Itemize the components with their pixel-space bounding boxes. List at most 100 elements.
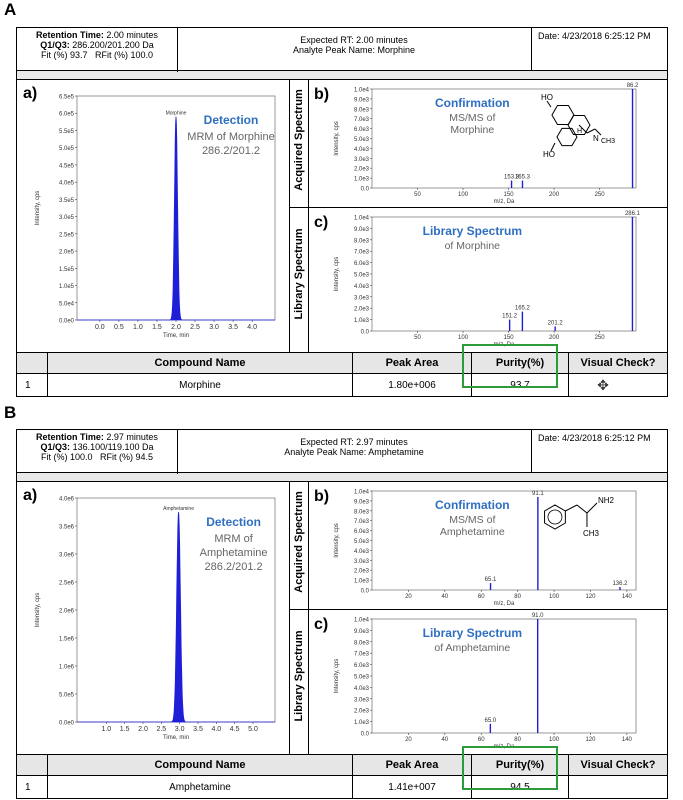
y-tick-label: 3.5e6 <box>59 525 75 531</box>
peak-label: 151.2 <box>502 314 518 320</box>
row-index: 1 <box>17 373 48 396</box>
report-header: Retention Time: 2.00 minutes Q1/Q3: 286.… <box>17 28 667 72</box>
expected-rt: Expected RT: 2.00 minutes <box>300 35 408 45</box>
table-header-cell: Peak Area <box>352 353 472 374</box>
y-tick-label: 1.0e4 <box>354 216 370 222</box>
divider <box>289 482 290 754</box>
purity-highlight-box <box>462 746 558 790</box>
date-box: Date: 4/23/2018 6:25:12 PM <box>531 430 667 472</box>
plot-frame <box>371 216 637 332</box>
spectrum-subtitle: Amphetamine <box>440 526 505 538</box>
visual-check-cell[interactable]: ✥ <box>568 373 667 396</box>
peak-label: 153.3 <box>504 175 520 181</box>
acquired-spectrum-label: Acquired Spectrum <box>293 491 305 593</box>
spectrum-title: Library Spectrum <box>423 224 522 238</box>
detection-subtitle: MRM of <box>214 533 253 545</box>
x-tick-label: 0.0 <box>95 324 105 331</box>
x-tick-label: 60 <box>478 594 485 600</box>
x-tick-label: 2.5 <box>156 726 166 733</box>
analyte-name: Analyte Peak Name: Amphetamine <box>284 447 424 457</box>
x-tick-label: 100 <box>549 594 560 600</box>
acquired-spectrum-label: Acquired Spectrum <box>293 89 305 191</box>
x-axis-label: Time, min <box>163 735 189 741</box>
x-tick-label: 100 <box>458 335 469 341</box>
date-value: Date: 4/23/2018 6:25:12 PM <box>538 31 651 41</box>
x-tick-label: 50 <box>414 192 421 198</box>
y-tick-label: 3.0e3 <box>354 157 370 163</box>
rt-label: Retention Time: <box>36 432 104 442</box>
y-tick-label: 4.0e3 <box>354 147 370 153</box>
y-tick-label: 6.0e3 <box>354 127 370 133</box>
bond-line <box>594 128 602 136</box>
x-tick-label: 100 <box>549 737 560 743</box>
spectrum-subtitle: Morphine <box>450 124 494 136</box>
ring <box>567 114 591 136</box>
report-a: Retention Time: 2.00 minutes Q1/Q3: 286.… <box>16 27 668 397</box>
y-tick-label: 4.0e5 <box>59 181 75 187</box>
fit-value: Fit (%) 100.0 <box>40 452 93 462</box>
library-spectrum-label: Library Spectrum <box>293 228 305 320</box>
chart-confirmation-amphetamine: b) 0.0 1.0e3 2.0e3 3.0e3 4.0e3 5.0e3 6.0e3 7.0e3… <box>314 488 637 607</box>
rfit-value: RFit (%) 100.0 <box>95 50 154 60</box>
y-tick-label: 0.0 <box>361 732 370 738</box>
table-header-cell <box>17 755 48 776</box>
x-tick-label: 120 <box>585 737 596 743</box>
table-header-cell: Compound Name <box>47 755 353 776</box>
chromatogram-peak <box>77 511 275 723</box>
date-box: Date: 4/23/2018 6:25:12 PM <box>531 28 667 70</box>
spectrum-title: Confirmation <box>435 96 510 110</box>
table-header-cell: Purity(%) <box>471 755 569 776</box>
purity-value: 94.5 <box>471 775 569 798</box>
expected-info: Expected RT: 2.00 minutes Analyte Peak N… <box>177 28 531 70</box>
move-cursor-icon: ✥ <box>597 376 609 393</box>
x-axis-label: m/z, Da <box>494 199 515 205</box>
y-tick-label: 1.0e4 <box>354 618 370 624</box>
acquisition-info: Retention Time: 2.97 minutes Q1/Q3: 136.… <box>17 430 178 474</box>
y-tick-label: 2.0e3 <box>354 307 370 313</box>
y-axis-label: Intensity, cps <box>35 191 41 226</box>
purity-value: 93.7 <box>471 373 569 396</box>
rt-value: 2.00 minutes <box>106 30 158 40</box>
analyte-name: Analyte Peak Name: Morphine <box>292 45 416 55</box>
peak-label: 165.2 <box>515 306 531 312</box>
peak-label: 165.3 <box>515 175 531 181</box>
chart-library-morphine: c) 0.0 1.0e3 2.0e3 3.0e3 4.0e3 5.0e3 6.0e3 7.0e3… <box>314 211 641 348</box>
y-tick-label: 9.0e3 <box>354 499 370 505</box>
x-tick-label: 3.0 <box>175 726 185 733</box>
compound-name: Morphine <box>47 373 353 396</box>
bond-line <box>586 502 598 514</box>
table-row: 1 Morphine 1.80e+006 93.7 ✥ <box>17 373 667 396</box>
divider <box>308 80 309 352</box>
y-axis-label: Intensity, cps <box>334 121 340 156</box>
table-header-cell <box>17 353 48 374</box>
rt-label: Retention Time: <box>36 30 104 40</box>
y-tick-label: 5.0e3 <box>354 675 370 681</box>
y-tick-label: 2.5e6 <box>59 581 75 587</box>
peak-label: 91.0 <box>532 613 544 619</box>
subpanel-letter: c) <box>314 214 328 231</box>
y-tick-label: 0.0e0 <box>59 319 75 325</box>
y-axis-label: Intensity, cps <box>35 593 41 628</box>
x-tick-label: 2.0 <box>171 324 181 331</box>
spectrum-subtitle: of Morphine <box>445 240 501 252</box>
x-tick-label: 4.5 <box>230 726 240 733</box>
y-tick-label: 5.0e5 <box>59 693 75 699</box>
expected-rt: Expected RT: 2.97 minutes <box>300 437 408 447</box>
x-tick-label: 50 <box>414 335 421 341</box>
y-tick-label: 2.0e3 <box>354 569 370 575</box>
table-header-row: Compound Name Peak Area Purity(%) Visual… <box>17 353 667 374</box>
y-tick-label: 7.0e3 <box>354 117 370 123</box>
y-tick-label: 6.0e3 <box>354 261 370 267</box>
structure-label: H <box>577 128 582 135</box>
y-tick-label: 8.0e3 <box>354 238 370 244</box>
bond-line <box>576 504 588 514</box>
visual-check-cell[interactable] <box>568 775 667 798</box>
x-tick-label: 120 <box>585 594 596 600</box>
y-tick-label: 3.0e6 <box>59 553 75 559</box>
y-tick-label: 1.0e3 <box>354 177 370 183</box>
x-tick-label: 140 <box>622 737 633 743</box>
x-tick-label: 40 <box>441 594 448 600</box>
y-tick-label: 1.0e5 <box>59 284 75 290</box>
chromatogram-peak <box>77 116 275 321</box>
spectrum-subtitle: MS/MS of <box>449 514 495 526</box>
